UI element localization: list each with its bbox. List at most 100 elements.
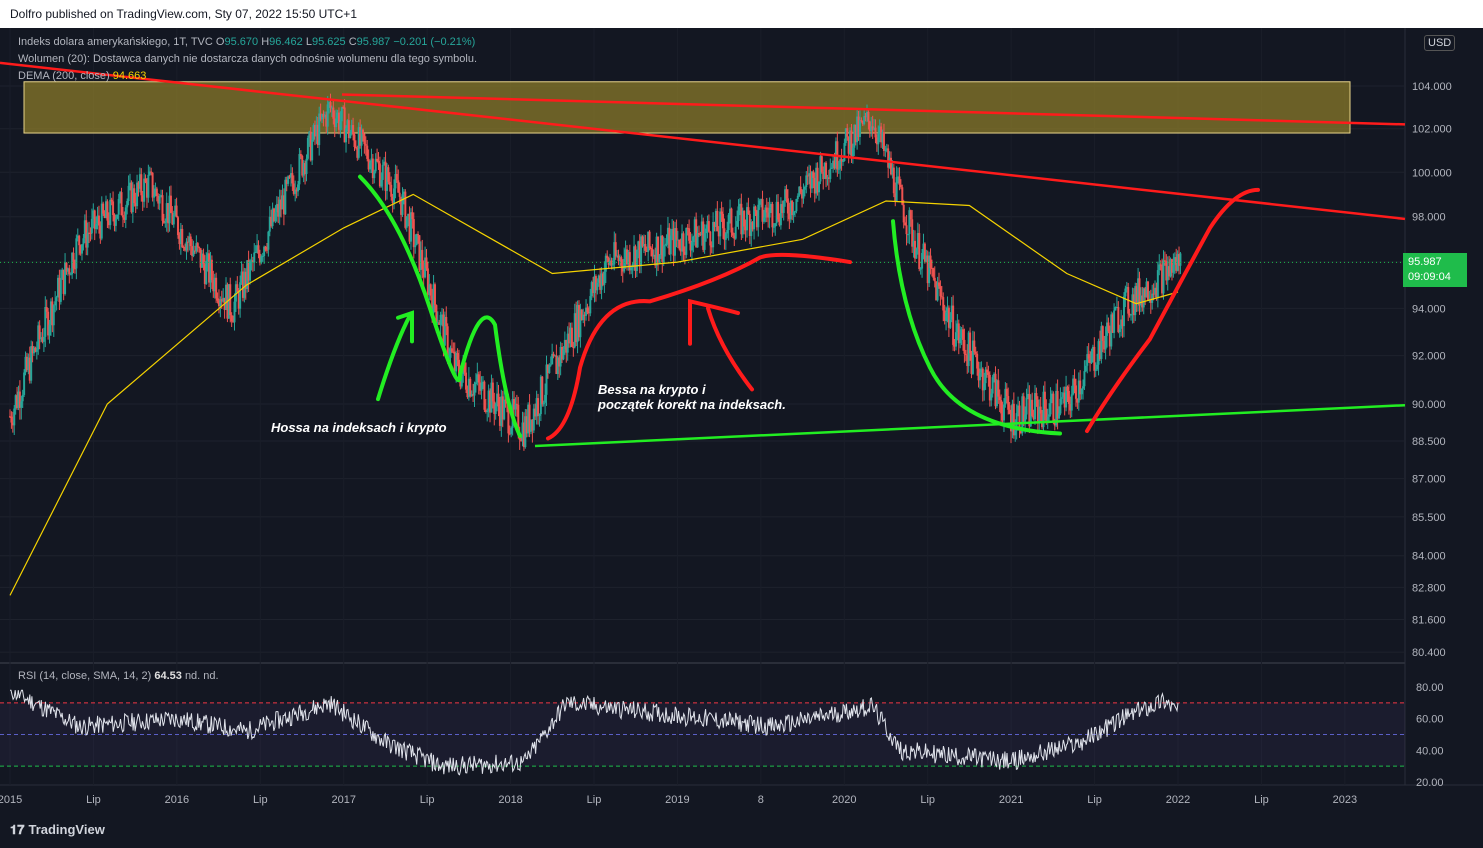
candle-body [940,296,943,298]
candle-body [86,232,89,248]
candle-body [624,249,627,259]
tradingview-logo[interactable]: 𝟏𝟕 TradingView [10,822,105,838]
rsi-tick-label: 80.00 [1416,682,1444,694]
candle-body [922,243,925,253]
candle-body [384,161,387,191]
candle-body [225,284,228,310]
candle-body [1007,396,1010,410]
candle-body [109,199,112,226]
candle-body [500,396,503,426]
candle-body [1172,264,1175,273]
bar-countdown: 09:09:04 [1408,271,1451,283]
candle-body [534,408,537,417]
candle-body [188,236,191,243]
time-tick-label: Lip [253,794,268,806]
candle-body [890,157,893,175]
candle-body [805,175,808,187]
candle-body [97,215,100,226]
currency-button[interactable]: USD [1424,35,1456,51]
candle-body [635,249,638,271]
candle-body [1159,264,1162,266]
candle-body [846,128,849,137]
volume-legend[interactable]: Wolumen (20): Dostawca danych nie dostar… [18,53,477,65]
candle-body [758,200,761,205]
candle-body [184,247,187,251]
dema-legend[interactable]: DEMA (200, close) 94.663 [18,70,146,82]
candle-body [24,356,27,373]
candle-body [881,132,884,143]
symbol-legend[interactable]: Indeks dolara amerykańskiego, 1T, TVC O9… [18,36,475,48]
candle-body [165,203,168,222]
candle-body [171,212,174,225]
candle-body [110,199,113,202]
price-tick-label: 82.800 [1412,582,1446,594]
candle-body [1130,314,1133,316]
chart-canvas[interactable]: 104.000102.000100.00098.00096.00094.0009… [0,28,1483,816]
candle-body [858,120,861,138]
candle-body [127,185,130,202]
candle-body [671,228,674,236]
candle-body [193,250,196,252]
candle-body [1062,392,1065,398]
candle-body [676,239,679,241]
rsi-nd-1: nd. [184,670,201,682]
candle-body [1048,414,1051,417]
candle-body [323,114,326,118]
candle-body [316,124,319,146]
candle-body [483,381,486,410]
candle-body [472,394,475,396]
time-tick-label: Lip [587,794,602,806]
candle-body [1060,397,1063,399]
candle-body [926,255,929,284]
candle-body [151,172,154,198]
change-value: −0.201 (−0.21%) [393,36,476,48]
candle-body [178,235,181,245]
candle-body [637,241,640,250]
candle-body [1120,319,1123,329]
candle-body [107,220,110,226]
close-label: C [348,36,357,48]
candle-body [1039,406,1042,414]
dema-label: DEMA (200, close) [18,70,110,82]
candle-body [621,265,624,272]
candle-body [388,181,391,185]
candle-body [395,174,398,181]
candle-body [352,125,355,135]
candle-body [304,163,307,175]
candle-body [177,217,180,236]
candle-body [1055,390,1058,426]
candle-body [569,327,572,344]
candle-body [870,126,873,132]
candle-body [345,128,348,143]
candle-body [119,192,122,199]
candle-body [579,309,582,338]
candle-body [55,297,58,302]
candle-body [23,372,26,395]
candle-body [295,189,298,192]
candle-body [573,313,576,348]
candle-body [709,231,712,246]
candle-body [854,124,857,143]
candle-body [233,301,236,323]
candle-body [333,118,336,128]
candle-body [729,208,732,215]
candle-body [1069,403,1072,411]
candle-body [892,167,895,194]
candle-body [685,227,688,255]
candle-body [9,416,11,418]
candle-body [277,204,280,217]
candle-body [551,353,554,365]
dema-value: 94.663 [112,70,147,82]
candle-body [371,158,374,179]
candle-body [449,348,452,358]
candle-body [517,404,520,436]
candle-body [630,267,633,271]
rsi-legend[interactable]: RSI (14, close, SMA, 14, 2) 64.53 nd. nd… [18,670,219,682]
candle-body [103,213,106,218]
candle-body [131,188,134,213]
candle-body [397,180,400,193]
candle-body [249,261,252,281]
candle-body [346,120,349,129]
candle-body [1097,341,1100,365]
candle-body [164,221,167,223]
